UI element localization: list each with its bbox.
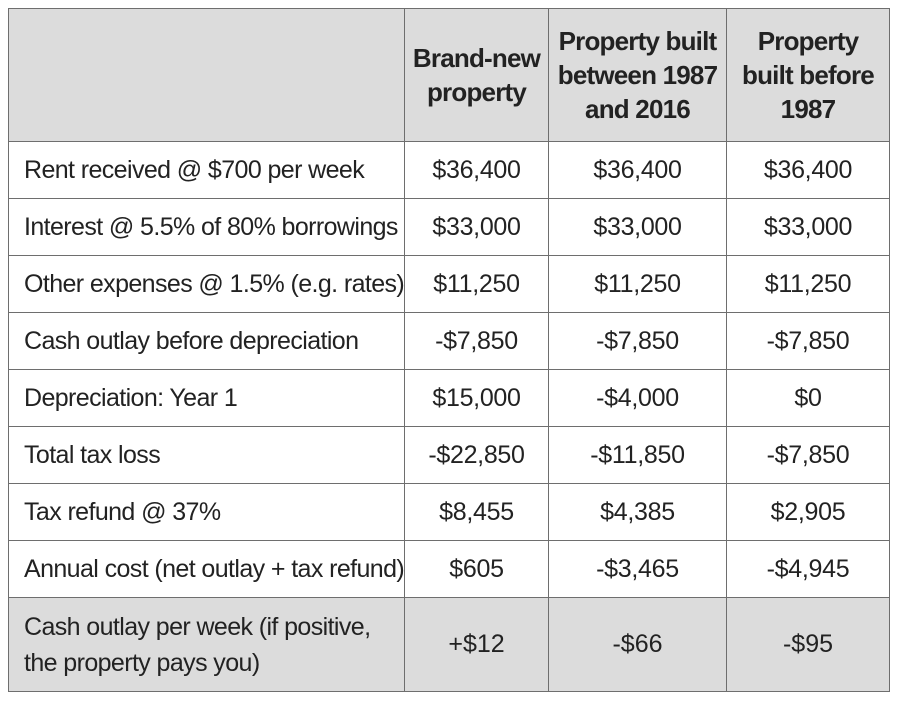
cell-before-1987: $36,400: [726, 141, 890, 199]
cell-1987-2016: -$11,850: [548, 426, 727, 484]
header-line: Brand-new: [412, 43, 541, 73]
table-row-depreciation: Depreciation: Year 1 $15,000 -$4,000 $0: [8, 369, 890, 427]
row-label: Cash outlay per week (if positive, the p…: [8, 597, 405, 692]
cell-brand-new: $11,250: [404, 255, 549, 313]
header-line: and 2016: [585, 94, 691, 124]
cell-1987-2016: $4,385: [548, 483, 727, 541]
cell-1987-2016: -$3,465: [548, 540, 727, 598]
table-row-cash-outlay-per-week: Cash outlay per week (if positive, the p…: [8, 597, 890, 692]
cell-before-1987: $2,905: [726, 483, 890, 541]
cell-before-1987: -$7,850: [726, 312, 890, 370]
cell-brand-new: $36,400: [404, 141, 549, 199]
row-label: Rent received @ $700 per week: [8, 141, 405, 199]
cell-before-1987: -$95: [726, 597, 890, 692]
table-row-tax-refund: Tax refund @ 37% $8,455 $4,385 $2,905: [8, 483, 890, 541]
table-row-rent: Rent received @ $700 per week $36,400 $3…: [8, 141, 890, 199]
row-label: Cash outlay before depreciation: [8, 312, 405, 370]
cell-before-1987: $11,250: [726, 255, 890, 313]
header-corner-cell: [8, 8, 405, 142]
header-line: built before: [742, 60, 875, 90]
cell-brand-new: $605: [404, 540, 549, 598]
cell-before-1987: -$7,850: [726, 426, 890, 484]
row-label: Tax refund @ 37%: [8, 483, 405, 541]
cell-before-1987: $0: [726, 369, 890, 427]
cell-brand-new: $8,455: [404, 483, 549, 541]
cell-1987-2016: $36,400: [548, 141, 727, 199]
cell-before-1987: -$4,945: [726, 540, 890, 598]
header-line: Property built: [558, 26, 718, 56]
header-built-1987-2016: Property built between 1987 and 2016: [548, 8, 727, 142]
cell-brand-new: -$7,850: [404, 312, 549, 370]
row-label: Total tax loss: [8, 426, 405, 484]
cell-brand-new: -$22,850: [404, 426, 549, 484]
header-line: property: [426, 77, 527, 107]
table-row-cash-outlay: Cash outlay before depreciation -$7,850 …: [8, 312, 890, 370]
table-row-total-tax-loss: Total tax loss -$22,850 -$11,850 -$7,850: [8, 426, 890, 484]
row-label: Depreciation: Year 1: [8, 369, 405, 427]
row-label: Annual cost (net outlay + tax refund): [8, 540, 405, 598]
cell-1987-2016: $11,250: [548, 255, 727, 313]
table-row-annual-cost: Annual cost (net outlay + tax refund) $6…: [8, 540, 890, 598]
cell-1987-2016: $33,000: [548, 198, 727, 256]
row-label-line: the property pays you): [24, 648, 260, 677]
header-line: between 1987: [557, 60, 718, 90]
cell-brand-new: $33,000: [404, 198, 549, 256]
cell-brand-new: $15,000: [404, 369, 549, 427]
row-label-line: Cash outlay per week (if positive,: [24, 612, 371, 641]
cell-1987-2016: -$66: [548, 597, 727, 692]
cell-1987-2016: -$7,850: [548, 312, 727, 370]
header-line: 1987: [780, 94, 836, 124]
row-label: Other expenses @ 1.5% (e.g. rates): [8, 255, 405, 313]
cell-1987-2016: -$4,000: [548, 369, 727, 427]
cell-before-1987: $33,000: [726, 198, 890, 256]
header-line: Property: [757, 26, 859, 56]
table-row-other-expenses: Other expenses @ 1.5% (e.g. rates) $11,2…: [8, 255, 890, 313]
header-brand-new-property: Brand-new property: [404, 8, 549, 142]
header-built-before-1987: Property built before 1987: [726, 8, 890, 142]
table-row-interest: Interest @ 5.5% of 80% borrowings $33,00…: [8, 198, 890, 256]
cell-brand-new: +$12: [404, 597, 549, 692]
table-header-row: Brand-new property Property built betwee…: [8, 8, 890, 142]
row-label: Interest @ 5.5% of 80% borrowings: [8, 198, 405, 256]
property-comparison-table: Brand-new property Property built betwee…: [8, 8, 890, 692]
